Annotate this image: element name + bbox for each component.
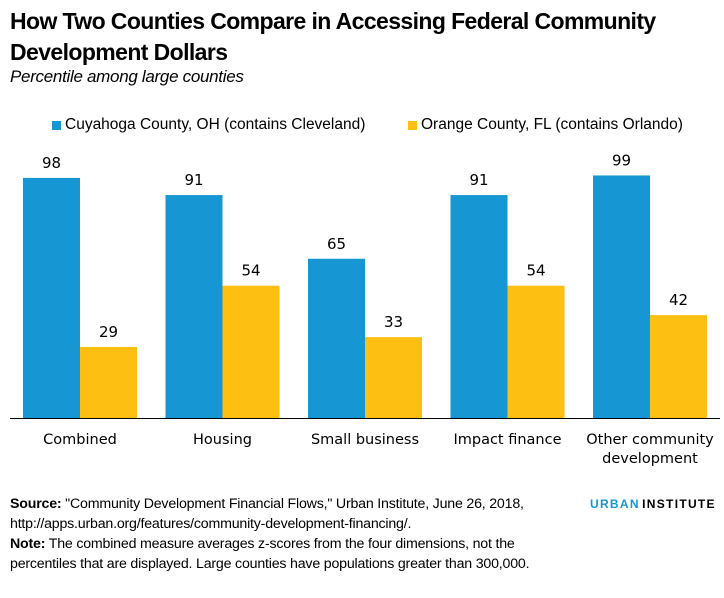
logo-part-urban: URBAN xyxy=(590,497,640,511)
category-label: development xyxy=(602,451,698,467)
note-text: The combined measure averages z-scores f… xyxy=(10,536,530,572)
category-label: Other community xyxy=(586,432,714,448)
bar-cuyahoga xyxy=(450,195,508,418)
data-label: 54 xyxy=(241,262,260,280)
urban-institute-logo: URBAN INSTITUTE xyxy=(590,497,716,511)
bar-cuyahoga xyxy=(165,195,223,418)
legend-item-orange: Orange County, FL (contains Orlando) xyxy=(408,116,683,134)
bar-chart: 98 29 Combined 91 54 Housing 65 33 Small busines… xyxy=(10,151,720,467)
category-label: Combined xyxy=(43,432,117,448)
legend-swatch-orange xyxy=(408,120,417,130)
bar-cuyahoga xyxy=(593,175,650,418)
data-label: 42 xyxy=(669,291,688,309)
data-label: 33 xyxy=(384,313,403,331)
data-label: 54 xyxy=(526,262,545,280)
data-label: 91 xyxy=(469,171,488,189)
chart-subtitle: Percentile among large counties xyxy=(10,67,244,86)
logo-part-institute: INSTITUTE xyxy=(642,497,716,511)
data-label: 98 xyxy=(42,154,61,172)
bar-cuyahoga xyxy=(308,258,365,418)
category-label: Housing xyxy=(193,432,252,448)
note-label: Note: xyxy=(10,536,46,552)
footer-notes: Source: "Community Development Financial… xyxy=(10,494,530,574)
bar-orange xyxy=(365,337,422,418)
bar-orange xyxy=(650,315,707,418)
source-label: Source: xyxy=(10,496,62,512)
data-label: 29 xyxy=(99,323,118,341)
bar-orange xyxy=(222,285,280,418)
bar-orange xyxy=(80,346,137,418)
source-text: "Community Development Financial Flows,"… xyxy=(10,496,524,532)
data-label: 65 xyxy=(327,235,346,253)
legend-item-cuyahoga: Cuyahoga County, OH (contains Cleveland) xyxy=(52,116,365,134)
chart-title: How Two Counties Compare in Accessing Fe… xyxy=(10,8,656,65)
data-label: 99 xyxy=(612,151,631,169)
category-label: Impact finance xyxy=(453,432,561,448)
bar-cuyahoga xyxy=(23,177,80,418)
data-label: 91 xyxy=(184,171,203,189)
legend-swatch-cuyahoga xyxy=(52,120,61,130)
bar-orange xyxy=(507,285,565,418)
category-label: Small business xyxy=(311,432,419,448)
legend-label: Orange County, FL (contains Orlando) xyxy=(421,116,683,133)
legend-label: Cuyahoga County, OH (contains Cleveland) xyxy=(65,116,366,133)
